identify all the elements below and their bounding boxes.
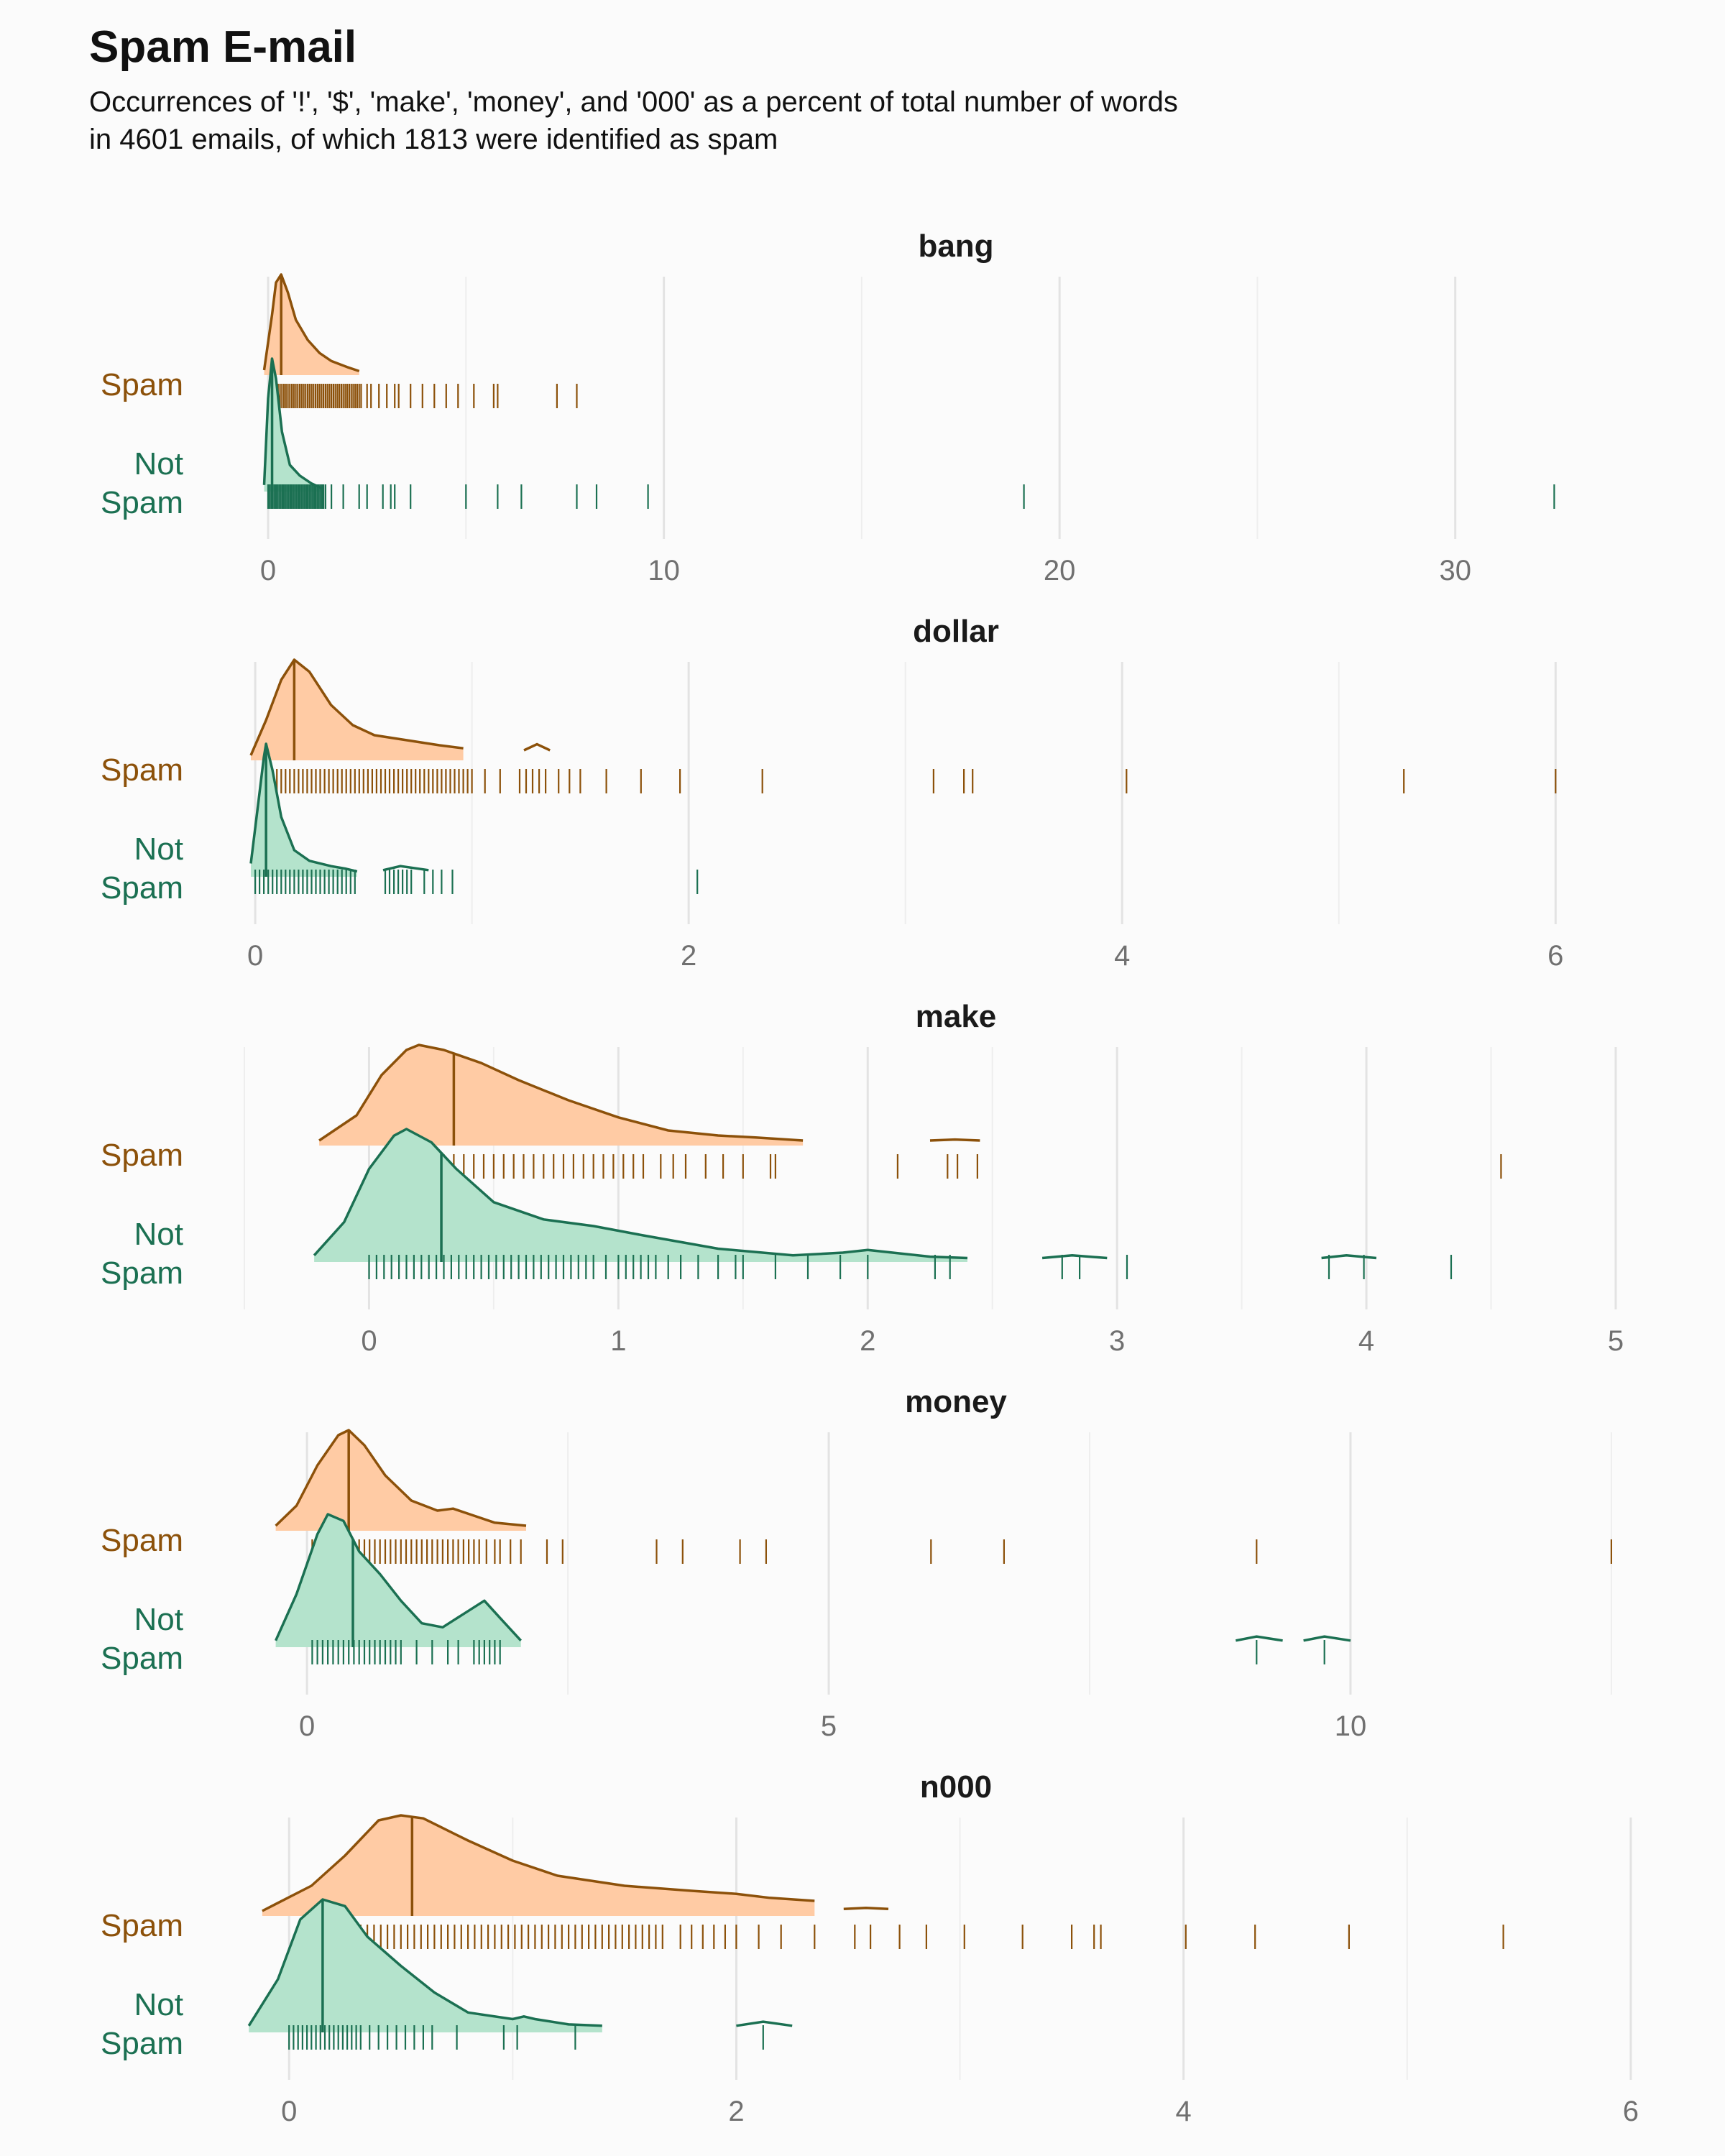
density-area-notspam-dollar [251, 744, 357, 877]
tick-label-dollar-2: 4 [1114, 940, 1130, 972]
group-label-spam-n000: Spam [101, 1908, 183, 1943]
tick-label-make-2: 2 [860, 1325, 875, 1357]
rug-notspam-bang [267, 484, 1555, 509]
group-label-not-money: Not [134, 1602, 183, 1637]
group-label-spam2-money: Spam [101, 1641, 183, 1676]
rug-notspam-n000 [288, 2025, 764, 2050]
tick-label-make-4: 4 [1358, 1325, 1374, 1357]
group-label-spam-bang: Spam [101, 367, 183, 402]
group-label-spam-make: Spam [101, 1138, 183, 1173]
tick-label-bang-3: 30 [1439, 555, 1471, 586]
density-fragment-spam-n000-0 [843, 1907, 889, 1910]
rug-notspam-money [311, 1640, 1325, 1664]
density-area-spam-n000 [262, 1815, 815, 1916]
density-area-spam-make [319, 1045, 804, 1146]
facet-title-n000: n000 [920, 1769, 992, 1805]
panel-money: money 0 5 10 Spam Not Spam [101, 1384, 1612, 1742]
tick-label-money-1: 5 [821, 1710, 837, 1742]
density-line-notspam-bang [262, 357, 324, 490]
density-area-spam-bang [264, 275, 359, 375]
density-fragment-notspam-n000-0 [736, 2020, 793, 2027]
facet-title-bang: bang [918, 229, 993, 264]
density-fragment-notspam-money-1 [1303, 1635, 1351, 1642]
density-area-spam-money [275, 1430, 526, 1531]
density-fragment-notspam-money-0 [1235, 1635, 1283, 1642]
density-line-spam-money [275, 1429, 527, 1527]
group-label-spam2-n000: Spam [101, 2026, 183, 2061]
density-line-notspam-money [275, 1513, 522, 1641]
facet-title-money: money [905, 1384, 1007, 1419]
density-fragment-notspam-dollar-0 [382, 865, 429, 872]
density-fragment-notspam-make-1 [1321, 1254, 1377, 1260]
density-fragment-spam-make-0 [929, 1138, 980, 1142]
tick-label-money-2: 10 [1335, 1710, 1367, 1742]
chart-subtitle: Occurrences of '!', '$', 'make', 'money'… [89, 86, 1178, 155]
density-line-spam-n000 [262, 1814, 815, 1912]
facet-title-dollar: dollar [913, 614, 999, 649]
group-label-spam-dollar: Spam [101, 752, 183, 788]
chart-title: Spam E-mail [89, 22, 357, 72]
tick-label-bang-0: 0 [260, 555, 276, 586]
group-label-spam2-make: Spam [101, 1256, 183, 1291]
rug-notspam-make [368, 1255, 1453, 1279]
group-label-spam-money: Spam [101, 1523, 183, 1558]
density-line-notspam-n000 [247, 1898, 602, 2027]
tick-label-make-1: 1 [610, 1325, 626, 1357]
rug-spam-bang [269, 384, 578, 408]
tick-label-money-0: 0 [299, 1710, 315, 1742]
density-area-spam-dollar [251, 660, 464, 760]
group-label-spam2-bang: Spam [101, 485, 183, 520]
tick-label-dollar-3: 6 [1547, 940, 1563, 972]
density-fragment-notspam-make-0 [1041, 1254, 1108, 1260]
density-area-notspam-money [275, 1514, 521, 1647]
tick-label-bang-2: 20 [1044, 555, 1076, 586]
tick-label-n000-3: 6 [1623, 2096, 1639, 2127]
facet-title-make: make [916, 999, 997, 1034]
rug-notspam-dollar [254, 870, 699, 894]
tick-label-make-0: 0 [361, 1325, 377, 1357]
group-label-not-bang: Not [134, 446, 183, 482]
tick-label-n000-2: 4 [1176, 2096, 1192, 2127]
panel-n000: n000 0 2 4 6 Spam Not Spam [101, 1769, 1639, 2127]
tick-label-make-5: 5 [1608, 1325, 1624, 1357]
density-line-notspam-dollar [249, 742, 358, 873]
density-area-notspam-n000 [249, 1899, 602, 2032]
density-line-spam-bang [262, 273, 360, 373]
tick-label-make-3: 3 [1109, 1325, 1125, 1357]
density-area-notspam-bang [264, 359, 324, 492]
density-area-notspam-make [314, 1129, 968, 1262]
group-label-not-make: Not [134, 1217, 183, 1252]
group-label-not-dollar: Not [134, 831, 183, 867]
tick-label-n000-1: 2 [728, 2096, 744, 2127]
density-fragment-spam-dollar-0 [523, 742, 551, 752]
density-line-spam-make [318, 1044, 804, 1142]
group-label-not-n000: Not [134, 1987, 183, 2022]
rug-spam-money [311, 1539, 1612, 1564]
tick-label-dollar-1: 2 [681, 940, 696, 972]
density-line-notspam-make [313, 1128, 968, 1260]
tick-label-n000-0: 0 [281, 2096, 297, 2127]
tick-label-bang-1: 10 [648, 555, 680, 586]
group-label-spam2-dollar: Spam [101, 870, 183, 906]
rug-spam-make [392, 1154, 1502, 1179]
tick-label-dollar-0: 0 [247, 940, 263, 972]
density-line-spam-dollar [249, 658, 464, 756]
rug-spam-dollar [267, 769, 1557, 793]
rug-spam-n000 [299, 1925, 1504, 1949]
panel-make: make 0 1 2 3 4 5 Spam Not Spam [101, 999, 1624, 1357]
